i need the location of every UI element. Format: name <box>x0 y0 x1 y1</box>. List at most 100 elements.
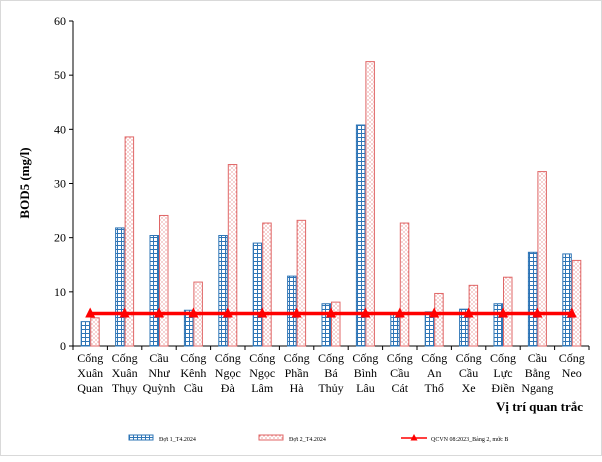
bar-dot1 <box>218 235 228 347</box>
bar-dot1 <box>493 303 503 347</box>
category-label: Cầu <box>184 381 203 395</box>
bar-dot2 <box>331 301 341 347</box>
qcvn-marker <box>222 307 233 318</box>
bar-dot2 <box>296 219 307 347</box>
bar-dot2 <box>124 136 135 347</box>
category-label: Cầu <box>149 351 168 365</box>
category-label: Cống <box>559 351 585 365</box>
bar-dot1 <box>527 251 538 347</box>
category-label: Cống <box>318 351 344 365</box>
category-label: Lực <box>493 366 512 380</box>
category-label: Cát <box>391 381 408 395</box>
category-label: Cống <box>490 351 516 365</box>
qcvn-marker <box>463 307 474 318</box>
qcvn-marker <box>566 307 577 318</box>
legend-marker <box>410 434 418 441</box>
bars <box>80 61 582 347</box>
category-label: Bá <box>324 366 338 380</box>
category-label: Cống <box>249 351 275 365</box>
category-label: Như <box>148 366 170 380</box>
category-label: Cầu <box>459 366 478 380</box>
category-label: Xuân <box>112 366 138 380</box>
category-label: Đà <box>221 381 236 395</box>
qcvn-marker <box>154 307 164 318</box>
category-label: Ngang <box>521 381 553 395</box>
category-label: Xuân <box>77 366 103 380</box>
qcvn-marker <box>85 307 96 318</box>
category-label: Cống <box>112 351 138 365</box>
x-axis-title: Vị trí quan trắc <box>496 399 583 414</box>
legend-swatch <box>258 434 284 441</box>
bar-dot2 <box>365 61 375 347</box>
category-label: Bằng <box>525 366 550 380</box>
category-label: Phần <box>285 366 309 380</box>
category-label: Lâu <box>356 381 375 395</box>
bar-dot1 <box>115 227 125 347</box>
qcvn-marker <box>498 307 508 318</box>
y-axis-title: BOD5 (mg/l) <box>17 147 32 218</box>
legend-label: Đợt 2_T4.2024 <box>289 437 326 443</box>
category-label: Cầu <box>390 366 409 380</box>
qcvn-marker <box>119 307 130 318</box>
category-label: Ngọc <box>249 366 275 380</box>
legend-label: QCVN 08:2023_Bảng 2, mức B <box>431 437 508 443</box>
legend: Đợt 1_T4.2024 Đợt 2_T4.2024 QCVN 08:2023_B… <box>128 434 508 443</box>
bar-dot1 <box>355 124 366 347</box>
bar-dot1 <box>562 253 572 347</box>
y-tick-label: 40 <box>54 122 66 136</box>
bar-dot2 <box>537 171 547 347</box>
category-label: Xe <box>462 381 476 395</box>
category-label: Cống <box>352 351 378 365</box>
category-label: Cống <box>284 351 310 365</box>
bar-dot1 <box>149 235 159 347</box>
category-label: Quỳnh <box>143 381 176 395</box>
y-tick-label: 20 <box>54 231 66 245</box>
qcvn-marker <box>257 307 268 318</box>
bar-dot2 <box>262 222 272 347</box>
bar-dot1 <box>390 314 400 347</box>
bar-dot2 <box>227 164 238 347</box>
qcvn-marker <box>188 307 199 318</box>
y-tick-label: 50 <box>54 68 66 82</box>
category-label: Kênh <box>180 366 206 380</box>
legend-label: Đợt 1_T4.2024 <box>159 437 196 443</box>
qcvn-marker <box>532 307 543 318</box>
category-label: Cống <box>421 351 447 365</box>
qcvn-marker <box>326 307 336 318</box>
qcvn-marker <box>360 307 371 318</box>
category-label: Bình <box>354 366 377 380</box>
bar-dot2 <box>90 317 100 347</box>
category-label: Hà <box>290 381 305 395</box>
legend-swatch <box>128 434 154 441</box>
bar-dot1 <box>183 309 194 347</box>
category-label: Lâm <box>251 381 274 395</box>
category-label: Cống <box>180 351 206 365</box>
bar-dot1 <box>459 308 469 347</box>
bar-dot1 <box>321 303 331 347</box>
y-tick-label: 10 <box>54 285 66 299</box>
y-tick-label: 30 <box>54 177 66 191</box>
bar-dot2 <box>159 214 169 347</box>
qcvn-marker <box>429 307 440 318</box>
bar-dot2 <box>571 259 582 347</box>
category-label: An <box>427 366 442 380</box>
category-label: Neo <box>562 366 582 380</box>
bar-dot1 <box>252 242 263 347</box>
bar-dot1 <box>80 321 91 347</box>
y-tick-label: 60 <box>54 14 66 28</box>
category-label: Quan <box>77 381 103 395</box>
category-label: Thủy <box>318 381 343 395</box>
threshold-line <box>85 307 577 318</box>
category-label: Cầu <box>528 351 547 365</box>
bar-dot2 <box>399 222 410 347</box>
category-label: Điền <box>491 381 514 395</box>
category-label: Thụy <box>112 381 137 395</box>
bar-dot2 <box>434 292 444 347</box>
qcvn-marker <box>291 307 302 318</box>
y-tick-label: 0 <box>60 339 66 353</box>
category-label: Ngọc <box>215 366 241 380</box>
x-tick-labels: CốngXuânQuanCốngXuânThụyCầuNhưQuỳnhCốngK… <box>77 351 585 395</box>
category-label: Cống <box>77 351 103 365</box>
